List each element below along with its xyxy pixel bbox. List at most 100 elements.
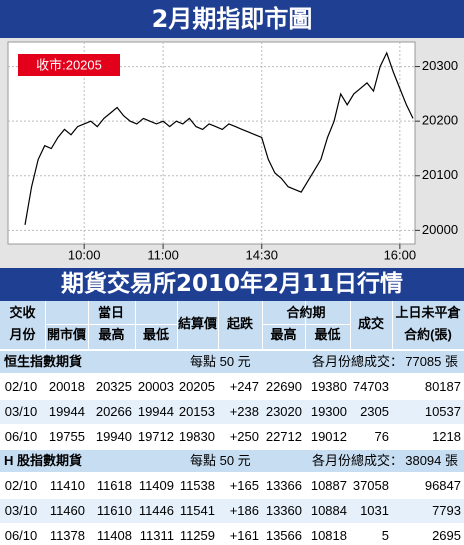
table-cell: 06/10: [4, 429, 38, 444]
header-cell: 交收: [9, 305, 36, 320]
table-cell: 1031: [360, 503, 389, 518]
table-cell: 20153: [178, 404, 215, 419]
header-cell: 上日未平倉: [395, 305, 461, 320]
table-cell: 22712: [265, 429, 302, 444]
table-cell: +165: [229, 478, 259, 493]
table-cell: 7793: [432, 503, 461, 518]
divider: [350, 301, 351, 349]
table-cell: 11311: [139, 528, 174, 543]
divider: [135, 301, 136, 349]
header-cell: 起跌: [226, 316, 253, 331]
section-bg: [0, 351, 464, 373]
table-cell: 1218: [432, 429, 461, 444]
table-cell: 02/10: [4, 379, 38, 394]
table-cell: 19940: [95, 429, 132, 444]
table-cell: 06/10: [4, 528, 38, 543]
section-name: H 股指數期貨: [4, 453, 83, 468]
table-cell: 19012: [310, 429, 347, 444]
chart-title: 2月期指即市圖: [0, 0, 464, 38]
table-title: 期貨交易所2010年2月11日行情: [0, 268, 464, 301]
x-tick-label: 14:30: [245, 247, 278, 262]
divider: [305, 301, 306, 349]
divider: [45, 324, 177, 325]
table-cell: 2305: [360, 404, 389, 419]
table-cell: 10818: [310, 528, 347, 543]
divider: [392, 301, 393, 349]
table-cell: 10884: [310, 503, 347, 518]
row-bg: [0, 524, 464, 545]
table-cell: +186: [229, 503, 259, 518]
header-bg: [0, 301, 464, 349]
divider: [177, 301, 178, 349]
section-note: 每點 50 元: [190, 354, 251, 369]
table: 交收 月份 當日 開市價 最高 最低 結算價 起跌 合約期 最高 最低 成交 上日未平倉 合約(張) 恒生指…: [0, 301, 464, 545]
table-cell: 23020: [265, 404, 302, 419]
header-cell: 成交: [357, 316, 384, 331]
table-cell: 20018: [48, 379, 85, 394]
table-cell: 19755: [48, 429, 85, 444]
divider: [218, 301, 219, 349]
table-cell: +250: [229, 429, 259, 444]
row-bg: [0, 425, 464, 449]
table-cell: 11460: [49, 503, 85, 518]
row-bg: [0, 400, 464, 424]
table-cell: +238: [229, 404, 259, 419]
table-cell: 11410: [49, 478, 85, 493]
header-cell: 合約期: [286, 305, 326, 320]
table-cell: 03/10: [4, 404, 38, 419]
table-cell: 10887: [310, 478, 347, 493]
table-cell: 74703: [352, 379, 389, 394]
x-tick-label: 11:00: [147, 247, 179, 262]
section-note: 每點 50 元: [190, 453, 251, 468]
table-cell: 10537: [424, 404, 461, 419]
section-total: 38094 張: [405, 453, 458, 468]
table-cell: 20266: [95, 404, 132, 419]
section-total-label: 各月份總成交：: [312, 354, 404, 369]
x-tick-label: 16:00: [384, 247, 417, 262]
table-cell: 11538: [179, 478, 215, 493]
chart: 20000 20100 20200 20300 10:00 11:00 14:30 16:00…: [0, 38, 464, 306]
table-cell: 19944: [48, 404, 85, 419]
divider: [262, 301, 263, 349]
header-cell: 最高: [270, 327, 297, 342]
y-tick-label: 20000: [422, 222, 458, 237]
table-cell: 76: [374, 429, 389, 444]
divider: [262, 324, 350, 325]
table-cell: 37058: [352, 478, 389, 493]
header-cell: 開市價: [46, 327, 86, 342]
divider: [88, 301, 89, 349]
table-cell: 11610: [96, 503, 132, 518]
table-cell: 11446: [138, 503, 174, 518]
divider: [45, 301, 46, 349]
section-total: 77085 張: [405, 354, 458, 369]
table-cell: 13566: [265, 528, 302, 543]
table-cell: 13360: [265, 503, 302, 518]
table-cell: 11378: [49, 528, 85, 543]
y-tick-label: 20300: [422, 58, 458, 73]
table-cell: +247: [229, 379, 259, 394]
table-cell: 03/10: [4, 503, 38, 518]
header-cell: 合約(張): [404, 327, 452, 342]
y-tick-label: 20200: [422, 113, 458, 128]
table-cell: +161: [229, 528, 259, 543]
table-cell: 19830: [178, 429, 215, 444]
table-cell: 22690: [265, 379, 302, 394]
section-total-label: 各月份總成交：: [312, 453, 404, 468]
table-cell: 20325: [95, 379, 132, 394]
table-cell: 11408: [96, 528, 132, 543]
section-bg: [0, 450, 464, 472]
header-cell: 當日: [97, 305, 124, 320]
table-cell: 11409: [138, 478, 174, 493]
row-bg: [0, 499, 464, 523]
annotation: 收市:20205: [36, 57, 102, 72]
table-cell: 20205: [178, 379, 215, 394]
section-name: 恒生指數期貨: [4, 354, 83, 369]
table-cell: 2695: [432, 528, 461, 543]
table-cell: 19380: [310, 379, 347, 394]
header-cell: 最低: [314, 327, 341, 342]
header-cell: 最高: [98, 327, 125, 342]
row-bg: [0, 474, 464, 498]
table-cell: 19944: [137, 404, 174, 419]
table-cell: 80187: [424, 379, 461, 394]
